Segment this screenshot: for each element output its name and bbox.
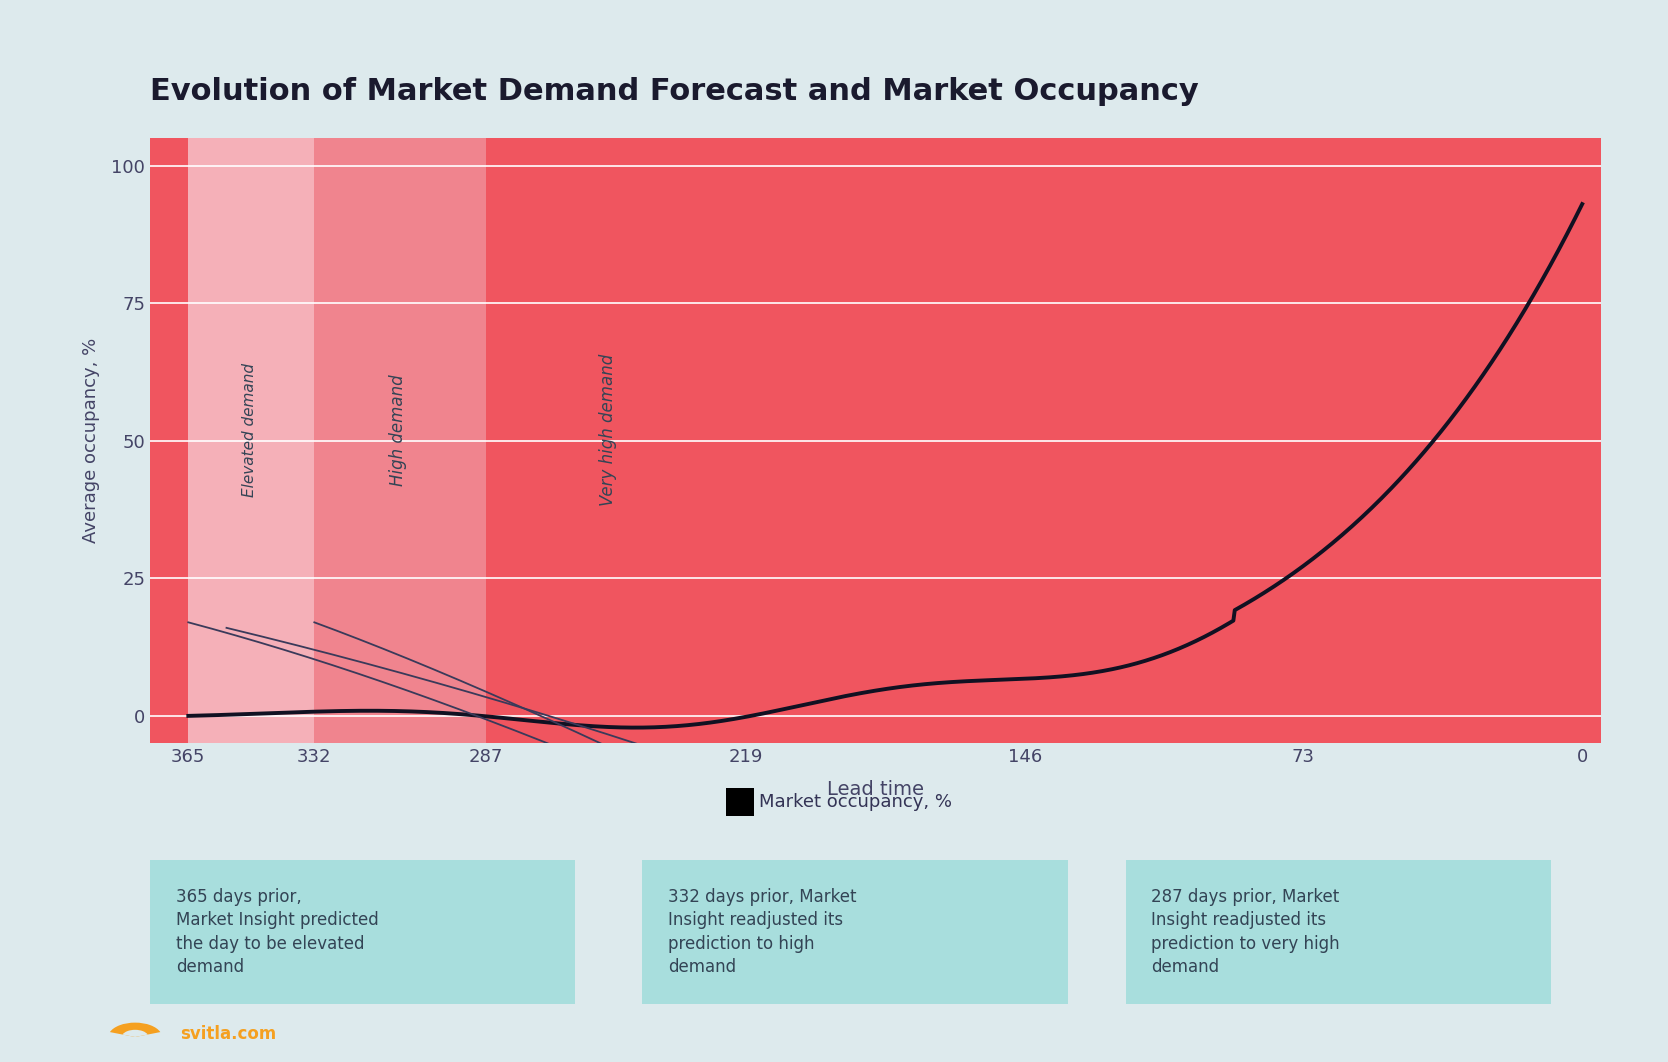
Text: 287 days prior, Market
Insight readjusted its
prediction to very high
demand: 287 days prior, Market Insight readjuste…: [1151, 888, 1339, 976]
Text: Elevated demand: Elevated demand: [242, 363, 257, 497]
Text: Very high demand: Very high demand: [599, 354, 617, 506]
Y-axis label: Average occupancy, %: Average occupancy, %: [82, 338, 100, 544]
Bar: [314, 138, 485, 743]
Text: Market occupancy, %: Market occupancy, %: [759, 793, 952, 810]
Wedge shape: [122, 1030, 148, 1037]
Wedge shape: [110, 1023, 160, 1037]
Text: Evolution of Market Demand Forecast and Market Occupancy: Evolution of Market Demand Forecast and …: [150, 78, 1199, 106]
Bar: [188, 138, 314, 743]
Text: High demand: High demand: [389, 374, 407, 485]
X-axis label: Lead time: Lead time: [827, 781, 924, 799]
Text: 332 days prior, Market
Insight readjusted its
prediction to high
demand: 332 days prior, Market Insight readjuste…: [667, 888, 856, 976]
Text: 365 days prior,
Market Insight predicted
the day to be elevated
demand: 365 days prior, Market Insight predicted…: [175, 888, 379, 976]
Text: svitla.com: svitla.com: [180, 1026, 277, 1043]
